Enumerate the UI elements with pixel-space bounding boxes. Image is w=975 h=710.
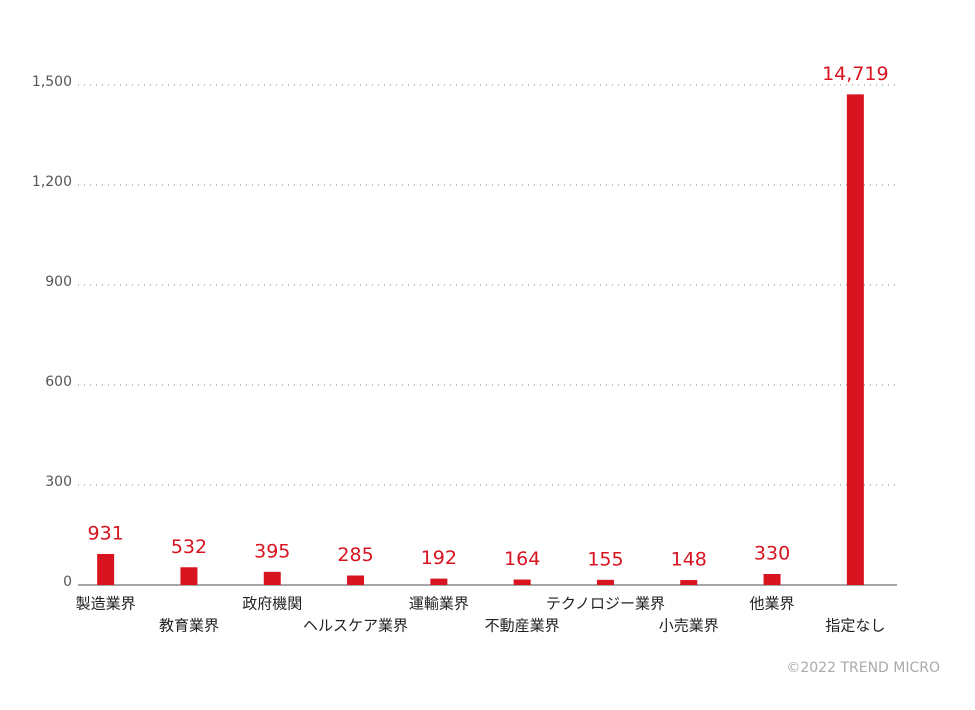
bar [347, 575, 365, 585]
x-tick-label: 政府機関 [242, 595, 302, 613]
bar [763, 574, 781, 585]
y-tick-label: 600 [45, 374, 72, 390]
value-label: 14,719 [822, 63, 888, 85]
bar [180, 567, 198, 585]
value-label: 164 [504, 548, 540, 570]
value-label: 532 [171, 536, 207, 558]
x-tick-label: テクノロジー業界 [546, 595, 665, 613]
copyright: ©2022 TREND MICRO [786, 660, 940, 676]
bar [513, 579, 531, 585]
value-label: 155 [587, 548, 623, 570]
value-label: 285 [337, 544, 373, 566]
x-tick-label: 他業界 [750, 595, 795, 613]
bar [680, 580, 698, 585]
value-label: 931 [88, 522, 124, 544]
x-tick-label: 教育業界 [159, 617, 219, 635]
bar [596, 579, 614, 585]
y-tick-label: 0 [63, 574, 72, 590]
bar [430, 578, 448, 585]
x-tick-label: 指定なし [825, 617, 885, 635]
y-tick-label: 1,500 [32, 74, 72, 90]
x-tick-label: 小売業界 [659, 617, 719, 635]
bar [846, 94, 864, 585]
value-label: 395 [254, 540, 290, 562]
x-tick-label: 製造業界 [76, 595, 136, 613]
x-tick-label: 運輸業界 [409, 595, 469, 613]
x-tick-label: 不動産業界 [485, 617, 560, 635]
y-tick-label: 900 [45, 274, 72, 290]
bar [97, 553, 115, 585]
y-tick-label: 300 [45, 474, 72, 490]
y-tick-label: 1,200 [32, 174, 72, 190]
value-label: 330 [754, 543, 790, 565]
value-label: 192 [421, 547, 457, 569]
value-label: 148 [671, 549, 707, 571]
x-tick-label: ヘルスケア業界 [303, 617, 408, 635]
bar [263, 571, 281, 585]
